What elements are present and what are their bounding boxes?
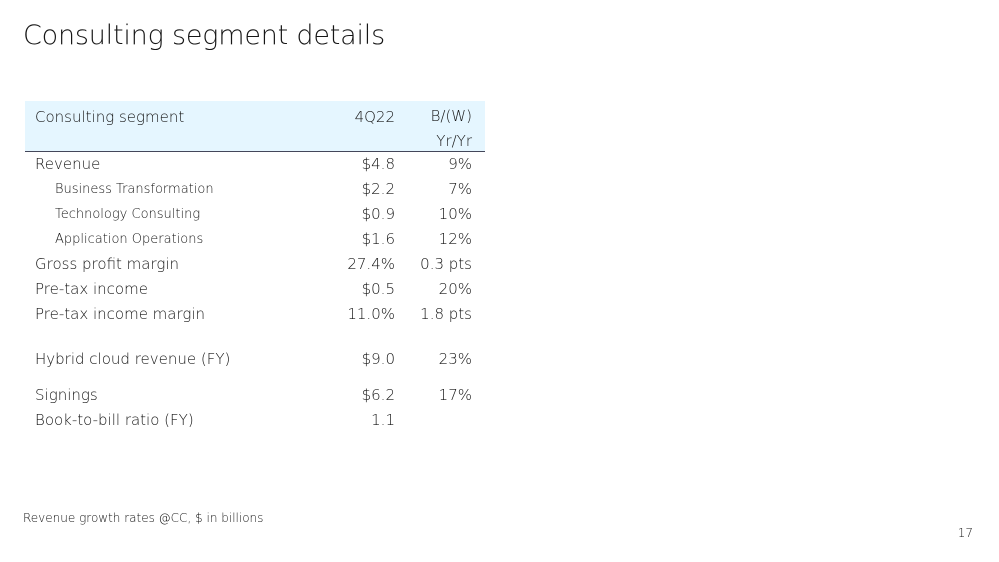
table-row-signings: Signings $6.2 17% xyxy=(25,383,485,408)
row-value: 1.1 xyxy=(371,411,395,429)
table-row-book-to-bill: Book-to-bill ratio (FY) 1.1 xyxy=(25,408,485,433)
row-change: 20% xyxy=(438,280,472,298)
row-value: $0.9 xyxy=(361,205,395,223)
table-row-gross-profit-margin: Gross profit margin 27.4% 0.3 pts xyxy=(25,252,485,277)
table-row-pre-tax-income-margin: Pre-tax income margin 11.0% 1.8 pts xyxy=(25,302,485,327)
table-row-business-transformation: Business Transformation $2.2 7% xyxy=(25,177,485,202)
row-change: 17% xyxy=(438,386,472,404)
slide-title: Consulting segment details xyxy=(23,20,385,51)
row-value: $2.2 xyxy=(361,180,395,198)
row-value: $0.5 xyxy=(361,280,395,298)
row-label: Hybrid cloud revenue (FY) xyxy=(35,350,231,368)
row-label: Signings xyxy=(35,386,98,404)
consulting-segment-table: Consulting segment 4Q22 B/(W) Yr/Yr Reve… xyxy=(25,101,485,433)
row-value: 27.4% xyxy=(347,255,395,273)
table-row-revenue: Revenue $4.8 9% xyxy=(25,152,485,177)
row-label: Book-to-bill ratio (FY) xyxy=(35,411,194,429)
row-change: 23% xyxy=(438,350,472,368)
row-change: 12% xyxy=(438,230,472,248)
row-value: 11.0% xyxy=(347,305,395,323)
row-spacer xyxy=(25,372,485,383)
row-value: $6.2 xyxy=(361,386,395,404)
row-value: $9.0 xyxy=(361,350,395,368)
header-period: 4Q22 xyxy=(354,108,395,126)
footnote: Revenue growth rates @CC, $ in billions xyxy=(23,511,264,525)
row-change: 9% xyxy=(448,155,472,173)
table-row-application-operations: Application Operations $1.6 12% xyxy=(25,227,485,252)
row-value: $1.6 xyxy=(361,230,395,248)
header-change: B/(W) Yr/Yr xyxy=(431,104,472,154)
table-row-technology-consulting: Technology Consulting $0.9 10% xyxy=(25,202,485,227)
page-number: 17 xyxy=(957,526,973,540)
header-change-line2: Yr/Yr xyxy=(436,132,472,150)
table-header: Consulting segment 4Q22 B/(W) Yr/Yr xyxy=(25,101,485,152)
row-spacer xyxy=(25,327,485,347)
row-change: 10% xyxy=(438,205,472,223)
table-row-hybrid-cloud-revenue: Hybrid cloud revenue (FY) $9.0 23% xyxy=(25,347,485,372)
row-label: Business Transformation xyxy=(55,182,214,197)
table-row-pre-tax-income: Pre-tax income $0.5 20% xyxy=(25,277,485,302)
row-label: Revenue xyxy=(35,155,101,173)
row-change: 7% xyxy=(448,180,472,198)
row-label: Gross profit margin xyxy=(35,255,180,273)
row-change: 0.3 pts xyxy=(420,255,472,273)
row-label: Application Operations xyxy=(55,232,204,247)
row-change: 1.8 pts xyxy=(420,305,472,323)
header-segment-label: Consulting segment xyxy=(35,108,185,126)
header-change-line1: B/(W) xyxy=(430,107,472,125)
row-value: $4.8 xyxy=(361,155,395,173)
row-label: Pre-tax income xyxy=(35,280,148,298)
row-label: Pre-tax income margin xyxy=(35,305,206,323)
row-label: Technology Consulting xyxy=(55,207,201,222)
